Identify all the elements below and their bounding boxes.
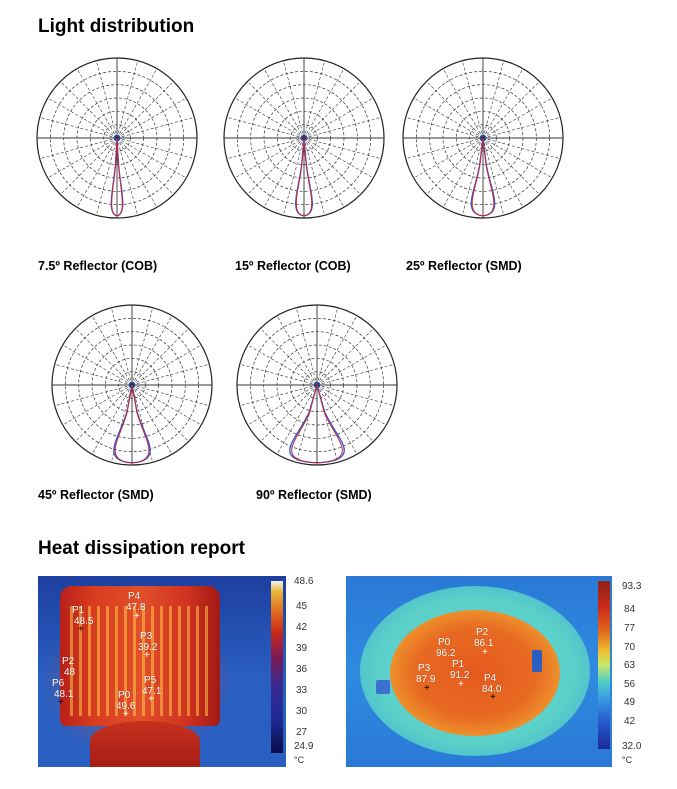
scale-tick-label: 30 — [296, 706, 308, 717]
unit-label: °C — [294, 755, 305, 765]
point-value: 47.1 — [142, 686, 162, 697]
measure-crosshair: + — [148, 694, 154, 705]
lamp-base — [90, 721, 200, 767]
mount-slot — [532, 650, 542, 672]
scale-tick-label: 70 — [624, 642, 636, 653]
measure-crosshair: + — [424, 683, 430, 694]
point-label: P1 — [72, 605, 85, 616]
caption-25-reflector: 25º Reflector (SMD) — [406, 259, 522, 273]
point-value: 87.9 — [416, 674, 436, 685]
point-label: P4 — [484, 673, 497, 684]
scale-tick-label: 63 — [624, 660, 636, 671]
caption-90-reflector: 90º Reflector (SMD) — [256, 488, 372, 502]
point-label: P2 — [62, 656, 75, 667]
measure-crosshair: + — [134, 611, 140, 622]
measure-crosshair: + — [78, 624, 84, 635]
point-value: 96.2 — [436, 648, 456, 659]
scale-min-label: 32.0 — [622, 741, 642, 752]
point-label: P1 — [452, 659, 465, 670]
scale-tick-label: 45 — [296, 601, 308, 612]
caption-45-reflector: 45º Reflector (SMD) — [38, 488, 154, 502]
measure-crosshair: + — [482, 647, 488, 658]
scale-tick-label: 84 — [624, 604, 636, 615]
scale-max-label: 48.6 — [294, 576, 314, 587]
point-label: P3 — [418, 663, 431, 674]
polar-chart-25 — [402, 57, 564, 219]
scale-min-label: 24.9 — [294, 741, 314, 752]
scale-tick-label: 42 — [296, 622, 308, 633]
scale-tick-label: 27 — [296, 727, 308, 738]
point-label: P2 — [476, 627, 489, 638]
temperature-scale — [271, 581, 283, 753]
point-label: P5 — [144, 675, 157, 686]
measure-crosshair: + — [123, 709, 129, 720]
thermal-image-lamp-front: P2 86.1 + P0 96.2 P1 91.2 + P3 87.9 + P4… — [346, 576, 612, 767]
point-value: 49.6 — [116, 701, 136, 712]
lamp-hot-core — [390, 610, 560, 736]
measure-crosshair: + — [458, 679, 464, 690]
scale-tick-label: 39 — [296, 643, 308, 654]
scale-tick-label: 49 — [624, 697, 636, 708]
scale-tick-label: 56 — [624, 679, 636, 690]
point-value: 48.5 — [74, 616, 94, 627]
heat-dissipation-title: Heat dissipation report — [38, 538, 245, 559]
lamp-fins — [70, 606, 210, 716]
scale-tick-label: 36 — [296, 664, 308, 675]
scale-tick-label: 77 — [624, 623, 636, 634]
point-value: 48.1 — [54, 689, 74, 700]
mount-slot — [376, 680, 390, 694]
measure-crosshair: + — [490, 692, 496, 703]
point-value: 39.2 — [138, 642, 158, 653]
point-label: P4 — [128, 591, 141, 602]
temperature-scale — [598, 581, 610, 749]
point-label: P6 — [52, 678, 65, 689]
point-label: P0 — [438, 637, 451, 648]
light-distribution-title: Light distribution — [38, 16, 195, 37]
unit-label: °C — [622, 755, 633, 765]
point-value: 47.8 — [126, 602, 146, 613]
point-value: 48 — [64, 667, 76, 678]
scale-max-label: 93.3 — [622, 581, 642, 592]
point-value: 91.2 — [450, 670, 470, 681]
scale-tick-label: 42 — [624, 716, 636, 727]
caption-7-5-reflector: 7.5º Reflector (COB) — [38, 259, 158, 273]
point-label: P3 — [140, 631, 153, 642]
point-label: P0 — [118, 690, 131, 701]
measure-crosshair: + — [58, 697, 64, 708]
measure-crosshair: + — [144, 650, 150, 661]
thermal-image-lamp-side: P1 48.5 + P4 47.8 + P3 39.2 + P2 48 P6 4… — [38, 576, 286, 767]
polar-chart-7-5 — [36, 57, 198, 219]
polar-chart-90 — [236, 304, 398, 466]
caption-15-reflector: 15º Reflector (COB) — [235, 259, 351, 273]
polar-chart-45 — [51, 304, 213, 466]
point-value: 86.1 — [474, 638, 494, 649]
point-value: 84.0 — [482, 684, 502, 695]
polar-chart-15 — [223, 57, 385, 219]
scale-tick-label: 33 — [296, 685, 308, 696]
